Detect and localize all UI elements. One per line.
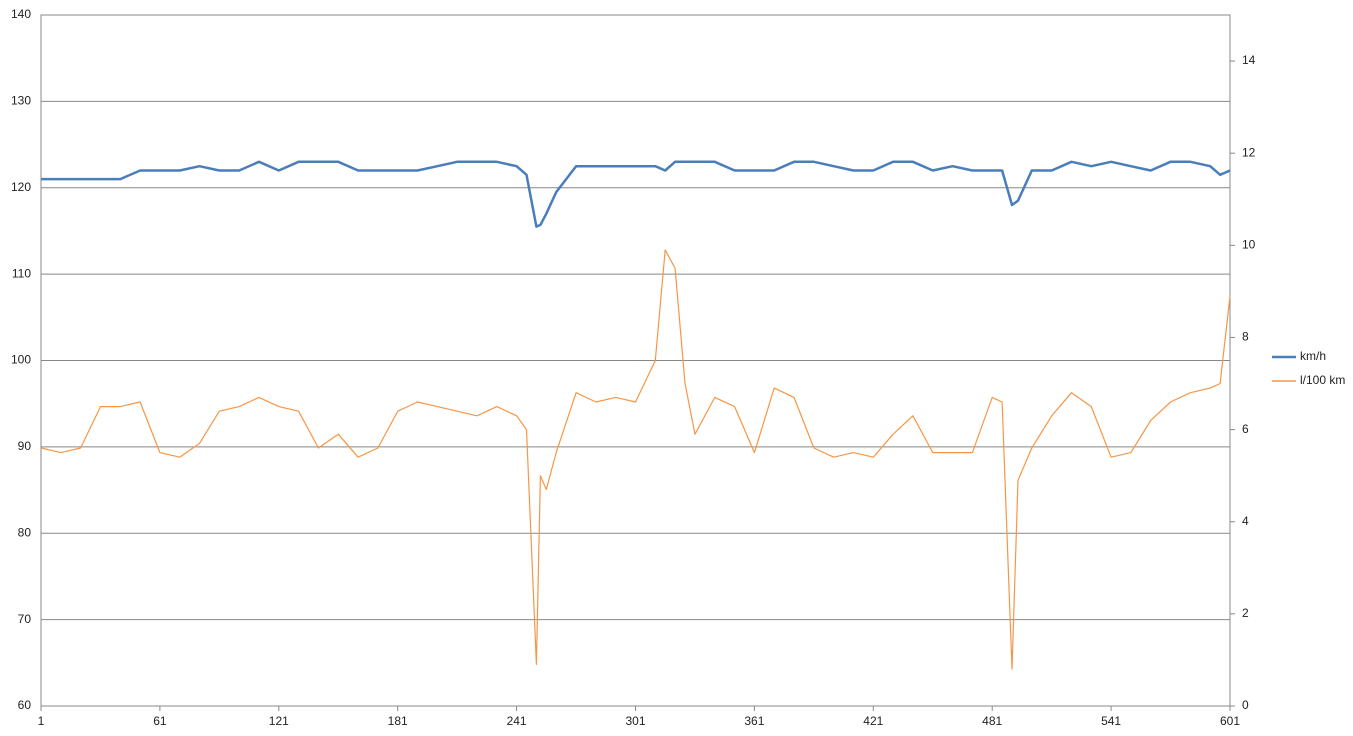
x-tick-label: 481 (982, 714, 1002, 728)
x-tick-label: 541 (1101, 714, 1121, 728)
y2-tick-label: 10 (1242, 238, 1256, 252)
series-line (40, 249, 1231, 670)
y-tick-label: 80 (18, 525, 32, 539)
y-tick-label: 70 (18, 612, 32, 626)
x-tick-label: 121 (269, 714, 289, 728)
y2-tick-label: 8 (1242, 330, 1249, 344)
x-tick-label: 1 (38, 714, 45, 728)
x-tick-label: 61 (153, 714, 167, 728)
legend-label: l/100 km (1300, 373, 1345, 387)
y-tick-label: 130 (11, 94, 31, 108)
x-tick-label: 181 (388, 714, 408, 728)
y2-tick-label: 0 (1242, 698, 1249, 712)
x-tick-label: 421 (863, 714, 883, 728)
y-tick-label: 140 (11, 7, 31, 21)
y2-tick-label: 4 (1242, 514, 1249, 528)
legend-label: km/h (1300, 349, 1326, 363)
x-tick-label: 601 (1220, 714, 1240, 728)
series-line (41, 160, 1231, 228)
x-tick-label: 241 (507, 714, 527, 728)
y2-tick-label: 2 (1242, 606, 1249, 620)
y-tick-label: 100 (11, 353, 31, 367)
y-tick-label: 60 (18, 698, 32, 712)
y2-tick-label: 12 (1242, 145, 1256, 159)
x-tick-label: 301 (625, 714, 645, 728)
y2-tick-label: 14 (1242, 53, 1256, 67)
x-tick-label: 361 (744, 714, 764, 728)
y-tick-label: 90 (18, 439, 32, 453)
y2-tick-label: 6 (1242, 422, 1249, 436)
y-tick-label: 110 (12, 266, 31, 280)
y-tick-label: 120 (11, 180, 31, 194)
